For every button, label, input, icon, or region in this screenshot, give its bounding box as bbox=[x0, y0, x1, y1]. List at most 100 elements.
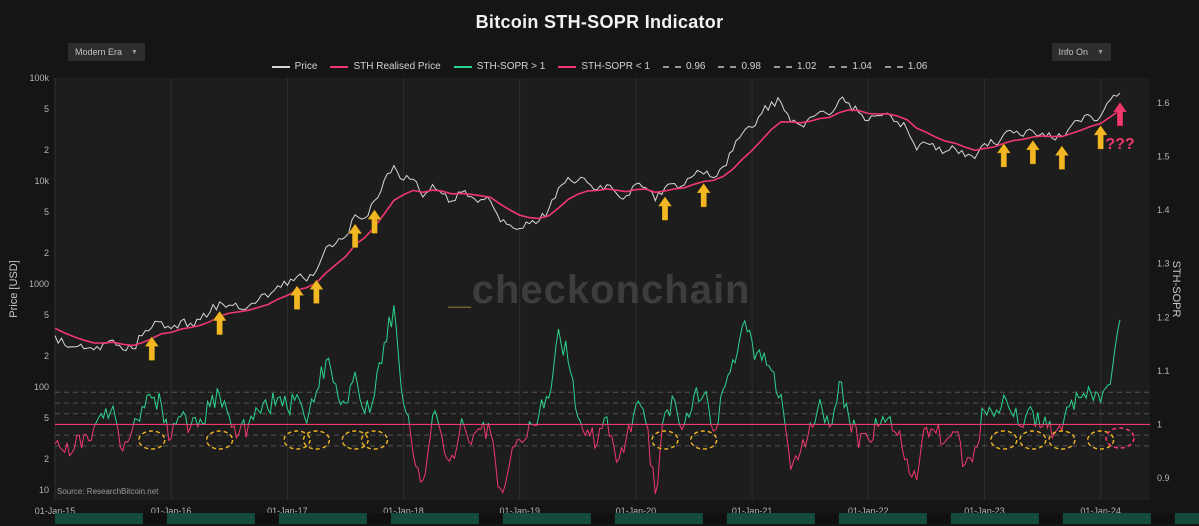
legend-swatch-icon bbox=[829, 65, 848, 68]
legend-swatch-icon bbox=[271, 65, 290, 68]
price-axis-tick: 100 bbox=[34, 382, 49, 392]
legend-item-8[interactable]: 1.06 bbox=[884, 61, 928, 72]
price-axis-tick: 2 bbox=[44, 145, 49, 155]
sopr-retest-circle bbox=[990, 430, 1018, 450]
sopr-retest-circle bbox=[360, 430, 389, 450]
legend-item-0[interactable]: Price bbox=[271, 61, 317, 72]
buy-signal-arrow bbox=[1054, 145, 1070, 170]
sopr-axis-tick: 1.6 bbox=[1157, 98, 1170, 108]
buy-signal-arrow bbox=[308, 279, 324, 304]
price-axis-tick: 1000 bbox=[29, 279, 49, 289]
x-axis-tick: 01-Jan-18 bbox=[383, 506, 424, 516]
current-signal-arrow bbox=[1112, 101, 1128, 127]
legend-item-6[interactable]: 1.02 bbox=[773, 61, 817, 72]
page-title: Bitcoin STH-SOPR Indicator bbox=[475, 12, 724, 32]
sopr-retest-circle bbox=[302, 430, 331, 450]
buy-signal-arrow bbox=[657, 195, 673, 221]
sopr-retest-circle bbox=[205, 430, 234, 450]
legend-item-1[interactable]: STH Realised Price bbox=[330, 61, 441, 72]
sopr-retest-circle bbox=[1048, 430, 1076, 450]
price-axis-tick: 5 bbox=[44, 310, 49, 320]
legend-swatch-icon bbox=[663, 65, 681, 68]
legend-label: 1.06 bbox=[907, 61, 928, 72]
sopr-retest-circle bbox=[138, 430, 166, 450]
legend-item-7[interactable]: 1.04 bbox=[829, 61, 872, 72]
price-axis-tick: 2 bbox=[44, 454, 49, 464]
x-axis-tick: 01-Jan-20 bbox=[616, 506, 657, 516]
legend-item-2[interactable]: STH-SOPR > 1 bbox=[453, 61, 546, 72]
info-dropdown-label: Info On bbox=[1058, 47, 1089, 57]
legend-item-5[interactable]: 0.98 bbox=[718, 61, 761, 72]
sopr-axis-tick: 1.3 bbox=[1157, 259, 1170, 269]
buy-signal-arrow bbox=[1093, 124, 1109, 150]
x-axis-tick: 01-Jan-22 bbox=[848, 506, 889, 516]
era-dropdown[interactable]: Modern Era ▼ bbox=[68, 43, 145, 61]
legend-label: 1.04 bbox=[852, 61, 872, 72]
right-axis-title: STH-SOPR bbox=[1170, 260, 1182, 318]
price-axis-tick: 2 bbox=[44, 351, 49, 361]
x-axis-tick: 01-Jan-24 bbox=[1080, 506, 1121, 516]
legend-swatch-icon bbox=[330, 65, 349, 68]
plot-area bbox=[55, 78, 1150, 500]
legend-swatch-icon bbox=[558, 65, 577, 68]
price-axis-tick: 10 bbox=[39, 485, 49, 495]
x-axis-tick: 01-Jan-17 bbox=[267, 506, 308, 516]
legend-label: 0.98 bbox=[741, 61, 761, 72]
legend-label: STH Realised Price bbox=[353, 61, 441, 72]
sopr-retest-circle bbox=[1019, 430, 1047, 450]
footer-strip[interactable] bbox=[55, 513, 1199, 524]
info-dropdown[interactable]: Info On ▼ bbox=[1051, 43, 1111, 61]
question-annotation: ??? bbox=[1105, 136, 1134, 153]
buy-signal-arrow bbox=[289, 285, 305, 310]
sopr-retest-circle bbox=[341, 430, 369, 450]
buy-signal-arrow bbox=[347, 223, 363, 249]
x-axis-tick: 01-Jan-15 bbox=[35, 506, 76, 516]
price-axis-tick: 100k bbox=[29, 73, 49, 83]
legend-swatch-icon bbox=[718, 65, 737, 68]
x-axis-tick: 01-Jan-19 bbox=[499, 506, 540, 516]
price-axis-tick: 5 bbox=[44, 104, 49, 114]
legend: Price STH Realised Price STH-SOPR > 1 STH-S… bbox=[0, 61, 1199, 72]
legend-swatch-icon bbox=[453, 65, 472, 68]
legend-swatch-icon bbox=[884, 65, 903, 68]
legend-label: 1.02 bbox=[796, 61, 817, 72]
x-axis-tick: 01-Jan-16 bbox=[151, 506, 192, 516]
chevron-down-icon: ▼ bbox=[131, 48, 138, 56]
sopr-below-series bbox=[54, 424, 1064, 495]
price-axis-tick: 10k bbox=[34, 176, 49, 186]
legend-label: STH-SOPR < 1 bbox=[581, 61, 650, 72]
price-axis-tick: 2 bbox=[44, 248, 49, 258]
buy-signal-arrow bbox=[1025, 139, 1041, 165]
x-axis-tick: 01-Jan-21 bbox=[732, 506, 773, 516]
sopr-axis-tick: 1.4 bbox=[1157, 205, 1170, 215]
chevron-down-icon: ▼ bbox=[1097, 48, 1104, 56]
left-axis-title: Price [USD] bbox=[8, 260, 20, 318]
sopr-axis-tick: 1.1 bbox=[1157, 366, 1170, 376]
legend-swatch-icon bbox=[773, 65, 792, 68]
buy-signal-arrow bbox=[366, 208, 383, 234]
buy-signal-arrow bbox=[696, 182, 712, 208]
era-dropdown-label: Modern Era bbox=[75, 47, 123, 57]
sth-realised-price-series bbox=[54, 109, 1121, 347]
sopr-retest-circle bbox=[283, 430, 311, 450]
sopr-axis-tick: 1.2 bbox=[1157, 312, 1170, 322]
legend-item-3[interactable]: STH-SOPR < 1 bbox=[558, 61, 650, 72]
buy-signal-arrow bbox=[996, 142, 1012, 168]
legend-label: STH-SOPR > 1 bbox=[476, 61, 546, 72]
legend-item-4[interactable]: 0.96 bbox=[663, 61, 705, 72]
price-series bbox=[54, 92, 1121, 352]
price-axis-tick: 5 bbox=[44, 413, 49, 423]
sopr-retest-circle bbox=[689, 430, 718, 450]
source-credit: Source: ResearchBitcoin.net bbox=[57, 487, 159, 496]
price-axis-tick: 5 bbox=[44, 207, 49, 217]
sopr-axis-tick: 1.5 bbox=[1157, 152, 1170, 162]
sopr-axis-tick: 1 bbox=[1157, 419, 1162, 429]
sopr-axis-tick: 0.9 bbox=[1157, 473, 1170, 483]
sopr-retest-circle-current bbox=[1105, 427, 1135, 449]
legend-label: 0.96 bbox=[686, 61, 706, 72]
sopr-retest-circle bbox=[1086, 430, 1115, 450]
sopr-retest-circle bbox=[651, 430, 679, 450]
buy-signal-arrow bbox=[144, 335, 160, 361]
